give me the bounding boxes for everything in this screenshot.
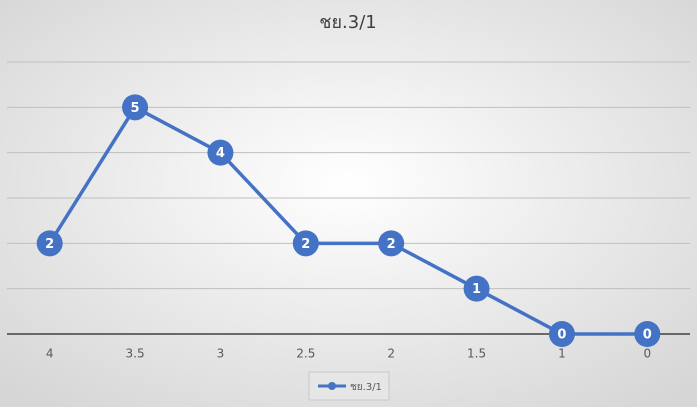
data-label: 0 [557,328,566,343]
x-tick-label: 3 [217,347,225,361]
legend-label: ชย.3/1 [350,382,382,393]
x-tick-label: 2.5 [296,347,315,361]
data-label: 2 [301,237,310,252]
x-tick-label: 1 [558,347,566,361]
x-tick-label: 0 [643,347,651,361]
data-label: 5 [131,101,140,116]
data-point [634,321,661,347]
data-point [378,230,405,257]
data-label: 1 [472,282,481,297]
data-label: 2 [387,237,396,252]
data-point [207,139,234,166]
x-tick-label: 1.5 [467,347,486,361]
x-tick-label: 2 [387,347,395,361]
data-point [36,230,63,257]
data-label: 2 [45,237,54,252]
legend-marker [328,382,336,390]
data-label: 4 [216,146,225,161]
data-point [548,321,575,347]
data-point [463,275,490,302]
data-point [292,230,319,257]
data-label: 0 [643,328,652,343]
data-point [122,94,149,121]
line-series [48,105,648,336]
x-tick-label: 3.5 [126,347,145,361]
x-tick-label: 4 [46,347,54,361]
chart-title: ชย.3/1 [319,12,376,33]
